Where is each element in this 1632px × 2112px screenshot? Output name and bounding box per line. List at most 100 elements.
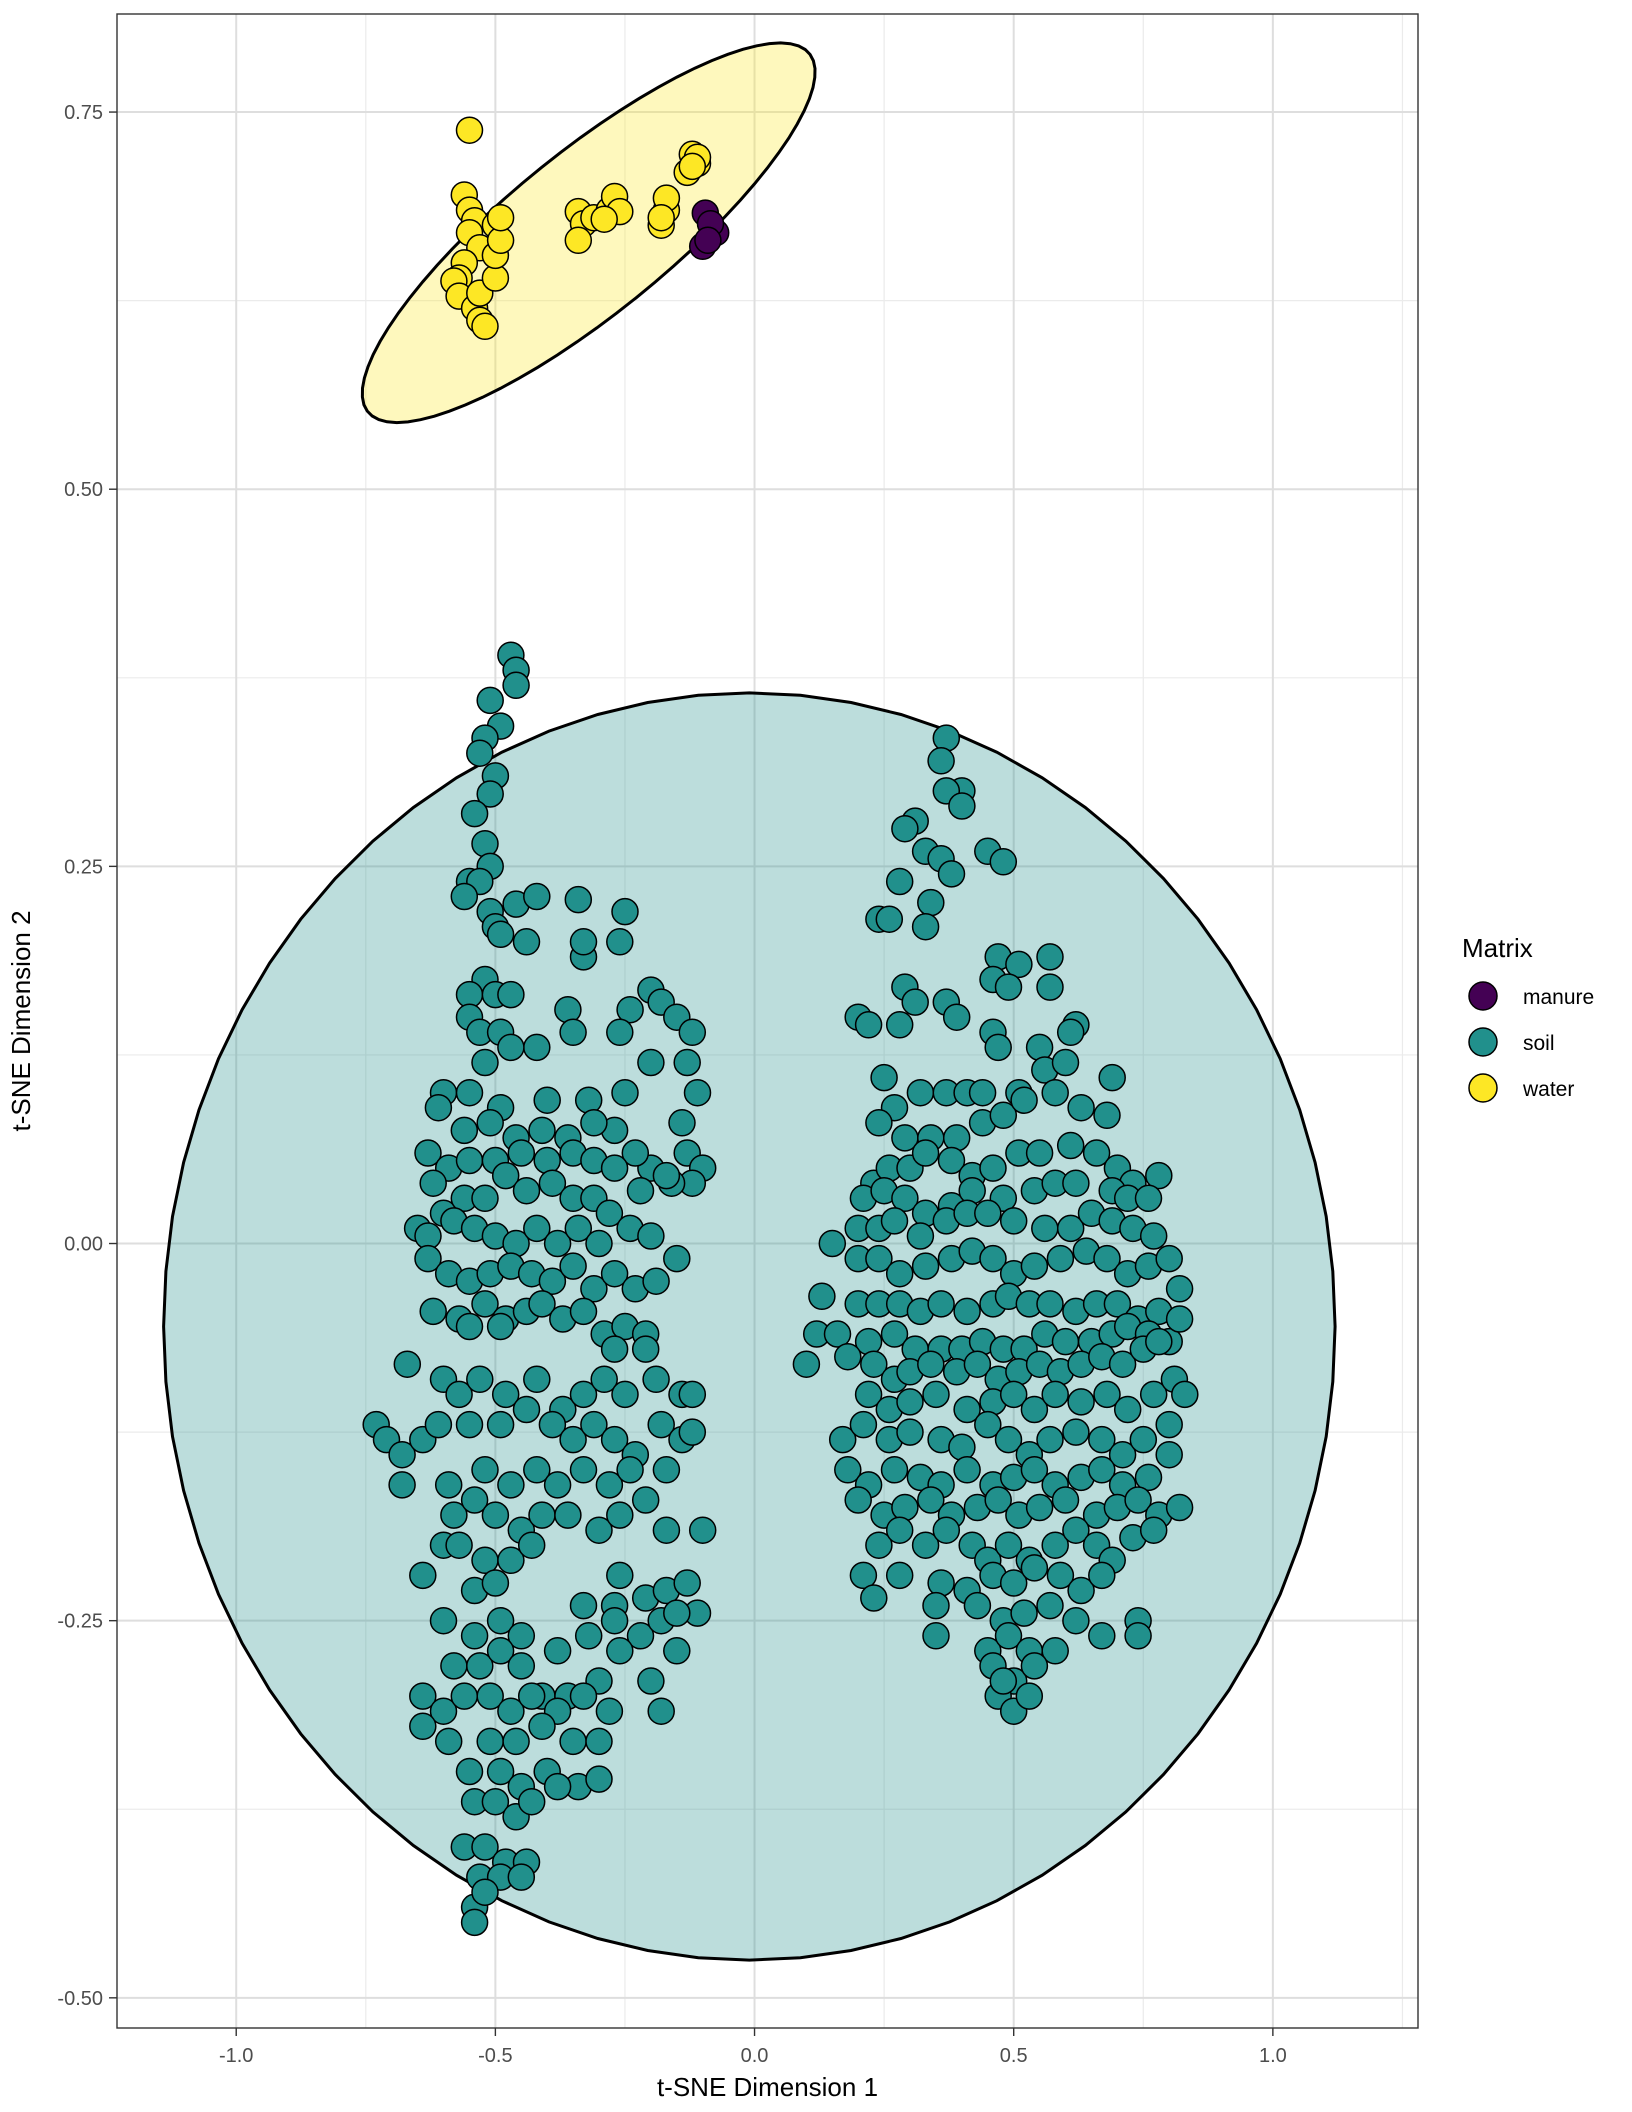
point-soil	[1088, 1456, 1116, 1484]
point-soil	[455, 1078, 484, 1107]
point-soil	[450, 882, 479, 911]
point-soil	[818, 1229, 847, 1258]
point-soil	[517, 1682, 546, 1710]
point-soil	[455, 1757, 484, 1786]
point-soil	[885, 1011, 914, 1039]
point-soil	[1062, 1606, 1090, 1635]
point-soil	[564, 885, 593, 914]
point-soil	[429, 1606, 458, 1635]
point-soil	[1036, 973, 1064, 1001]
point-soil	[414, 1244, 442, 1273]
point-soil	[476, 1727, 504, 1756]
point-soil	[600, 1425, 629, 1454]
point-soil	[569, 1380, 598, 1409]
point-soil	[1031, 1214, 1059, 1243]
point-soil	[994, 1531, 1023, 1559]
point-soil	[512, 928, 541, 956]
point-soil	[1108, 1350, 1137, 1378]
point-soil	[1051, 1486, 1080, 1514]
point-soil	[491, 1380, 520, 1409]
point-soil	[927, 747, 955, 775]
point-soil	[885, 1516, 914, 1544]
point-soil	[455, 1312, 484, 1341]
point-soil	[854, 1380, 883, 1409]
legend-key-soil	[1468, 1027, 1498, 1057]
point-soil	[922, 1380, 950, 1409]
point-soil	[1067, 1576, 1095, 1605]
point-water	[590, 205, 618, 233]
point-soil	[481, 1569, 510, 1597]
point-soil	[445, 1380, 473, 1409]
point-soil	[497, 1471, 525, 1499]
point-soil	[429, 1697, 458, 1725]
point-soil	[580, 1275, 608, 1303]
point-soil	[1124, 1486, 1152, 1514]
point-soil	[1041, 1637, 1069, 1665]
point-soil	[1088, 1425, 1116, 1454]
point-soil	[906, 1078, 935, 1107]
x-tick-label: 1.0	[1259, 2045, 1287, 2067]
point-soil	[497, 1697, 525, 1725]
point-soil	[1056, 1018, 1085, 1047]
point-soil	[559, 1018, 587, 1047]
point-soil	[595, 1199, 624, 1228]
point-soil	[502, 1727, 530, 1756]
point-soil	[922, 1622, 950, 1650]
point-soil	[1046, 1561, 1075, 1590]
point-soil	[533, 1086, 561, 1114]
point-soil	[388, 1471, 416, 1499]
point-soil	[958, 1176, 986, 1205]
point-soil	[948, 792, 976, 820]
point-soil	[896, 1418, 924, 1446]
point-soil	[419, 1297, 447, 1326]
point-soil	[460, 1622, 489, 1650]
point-soil	[564, 1214, 593, 1243]
point-soil	[621, 1139, 650, 1167]
point-soil	[865, 1531, 893, 1559]
point-soil	[1093, 1101, 1121, 1130]
point-soil	[1139, 1222, 1168, 1250]
point-soil	[569, 928, 598, 956]
x-axis-title: t-SNE Dimension 1	[657, 2072, 878, 2102]
data-points	[362, 116, 1199, 1937]
point-soil	[989, 1101, 1018, 1130]
point-soil	[574, 1622, 603, 1650]
point-soil	[414, 1139, 442, 1167]
point-soil	[1155, 1244, 1183, 1273]
point-soil	[834, 1456, 862, 1484]
point-soil	[528, 1501, 556, 1529]
point-soil	[606, 928, 634, 956]
y-tick-label: -0.25	[57, 1611, 103, 1633]
point-soil	[460, 1486, 489, 1514]
point-soil	[554, 995, 582, 1024]
point-soil	[891, 814, 919, 843]
point-soil	[974, 1410, 1002, 1439]
point-soil	[424, 1093, 453, 1122]
point-soil	[409, 1561, 437, 1590]
x-tick-label: 0.5	[1000, 2045, 1028, 2067]
point-soil	[834, 1342, 862, 1371]
point-soil	[1155, 1440, 1183, 1469]
point-soil	[953, 1456, 981, 1484]
point-soil	[678, 1018, 707, 1047]
point-soil	[984, 1033, 1012, 1062]
point-soil	[1020, 1456, 1049, 1484]
grid-minor	[117, 14, 1418, 2028]
point-soil	[652, 1516, 681, 1544]
point-water	[564, 226, 593, 255]
point-soil	[486, 1410, 515, 1439]
point-soil	[989, 848, 1018, 876]
y-axis: -0.50 -0.25 0.00 0.25 0.50 0.75	[57, 102, 117, 2010]
point-soil	[673, 1569, 701, 1597]
point-soil	[606, 1501, 634, 1529]
point-soil	[808, 1282, 836, 1311]
point-soil	[471, 1833, 499, 1861]
point-soil	[507, 1652, 536, 1680]
point-soil	[1093, 1380, 1121, 1409]
legend: Matrix manure soil water	[1462, 933, 1594, 1103]
point-soil	[585, 1727, 613, 1756]
point-soil	[1139, 1516, 1168, 1544]
point-soil	[606, 1637, 634, 1665]
point-soil	[523, 1456, 551, 1484]
point-soil	[637, 1667, 665, 1695]
